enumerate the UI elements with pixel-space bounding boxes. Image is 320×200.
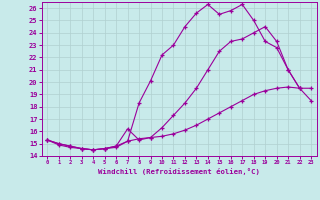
X-axis label: Windchill (Refroidissement éolien,°C): Windchill (Refroidissement éolien,°C) [98,168,260,175]
